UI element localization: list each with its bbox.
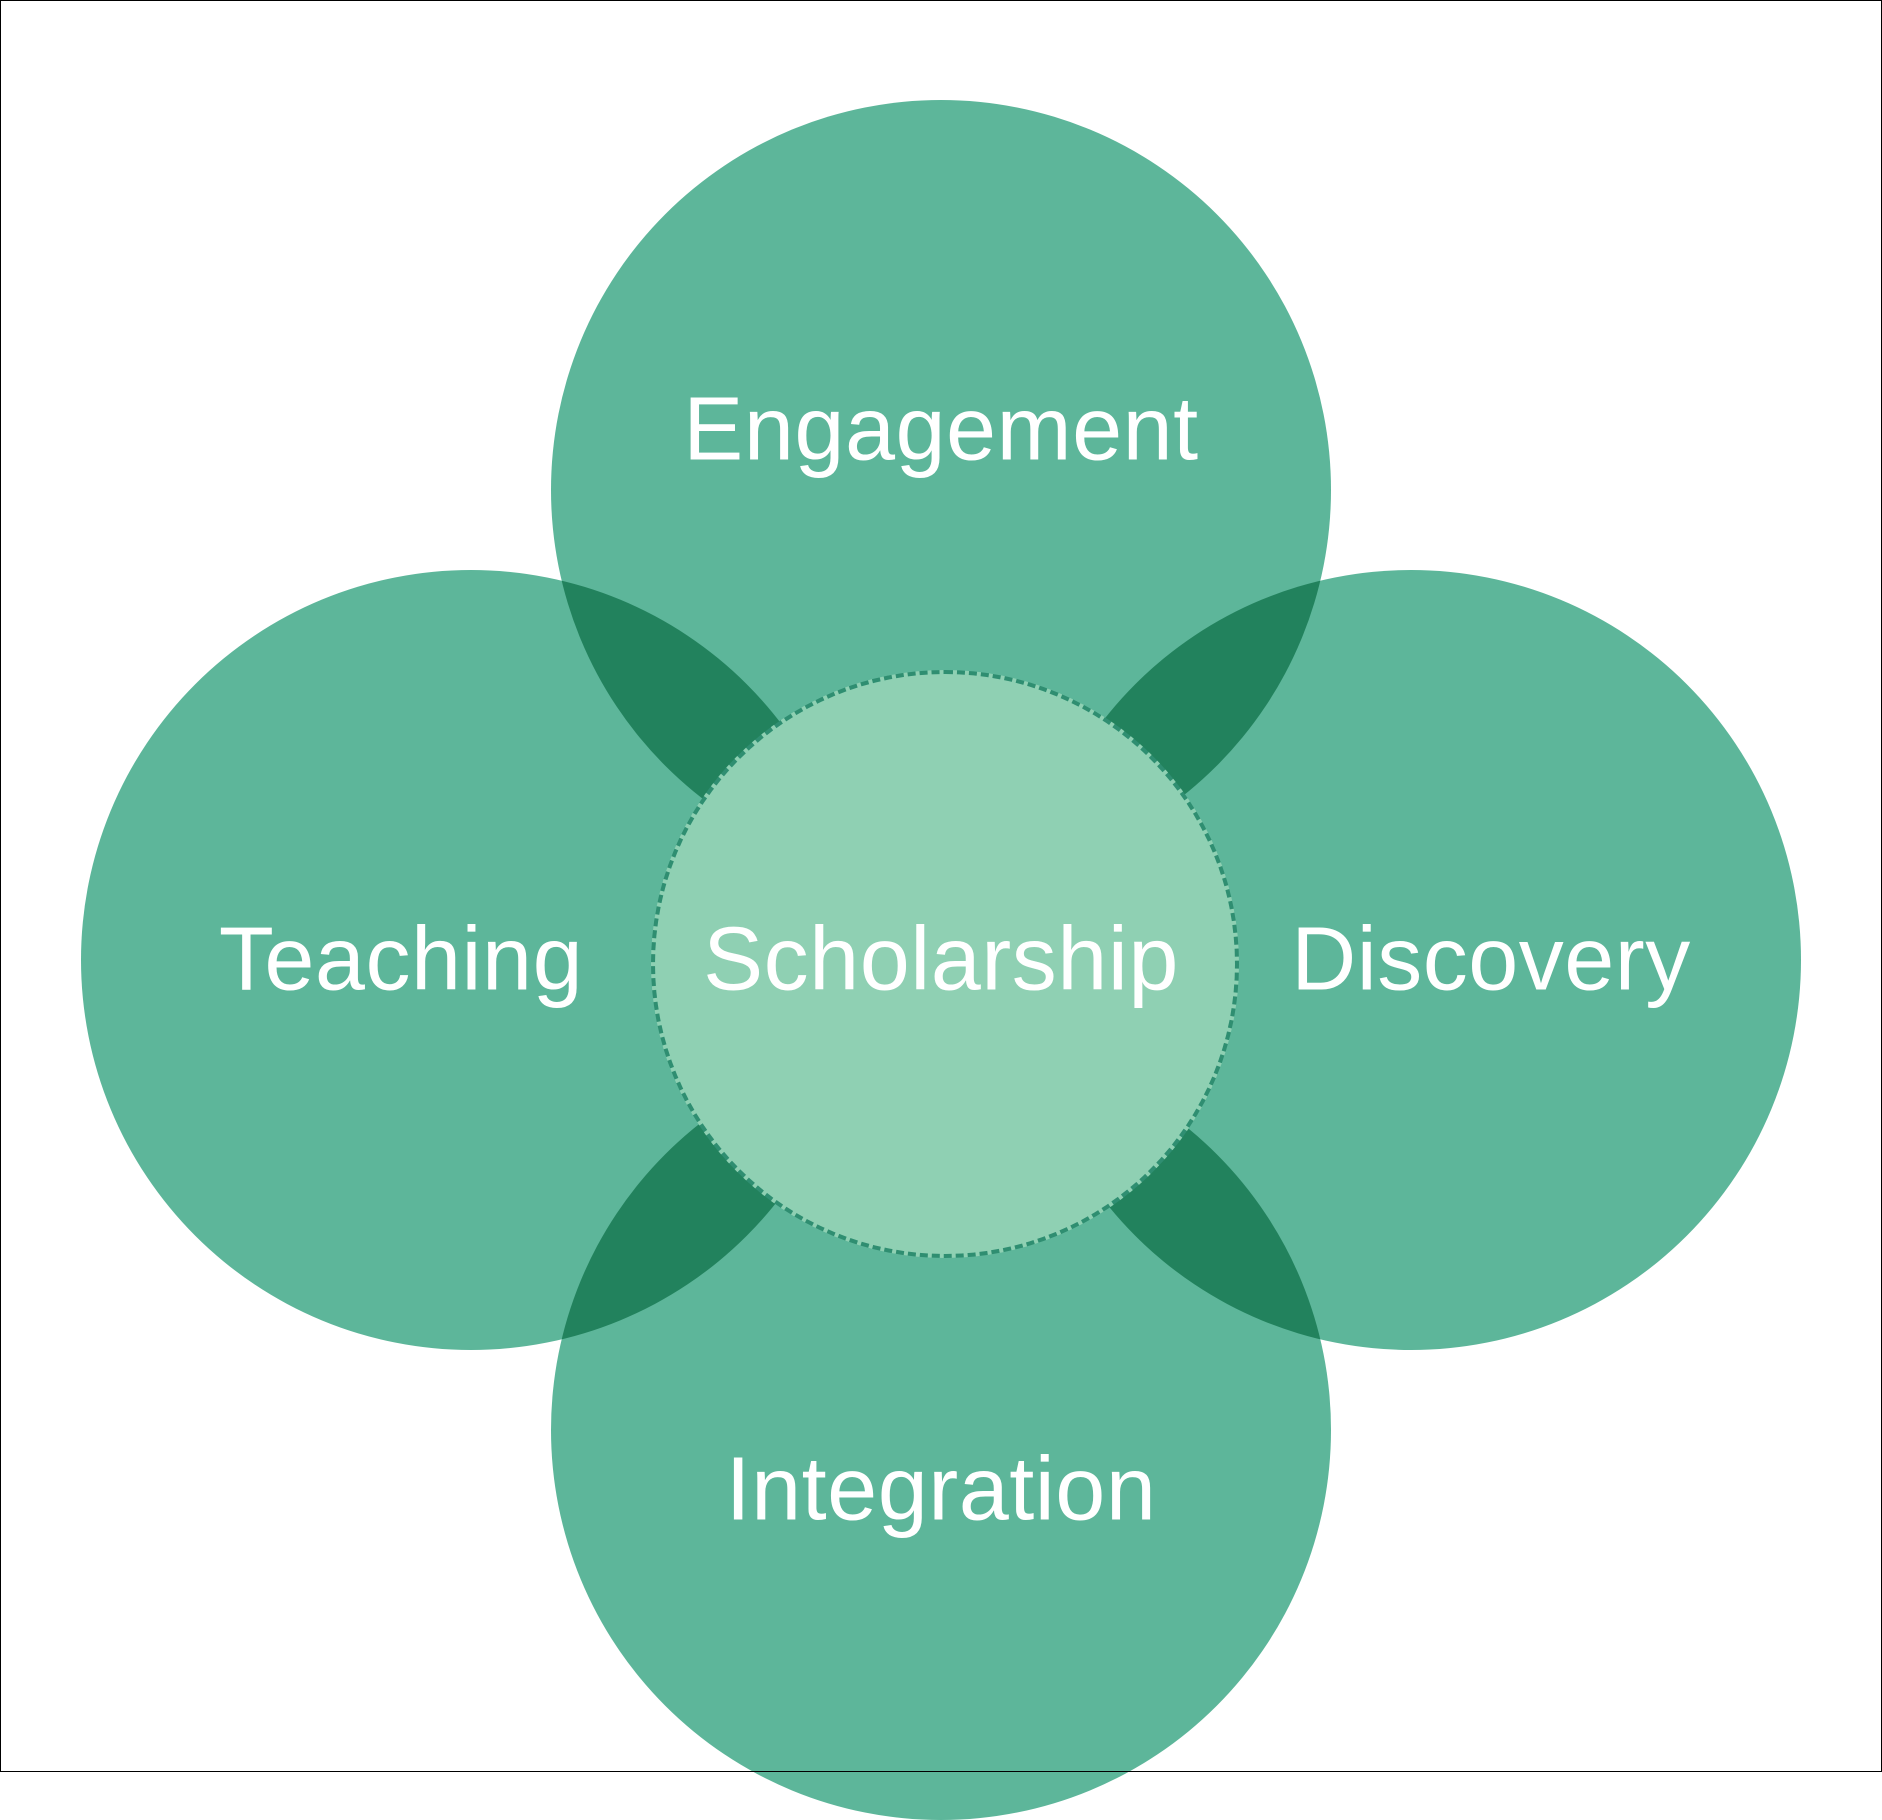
label-top: Engagement	[683, 379, 1198, 482]
venn-diagram-stage: Engagement Teaching Discovery Integratio…	[0, 0, 1882, 1772]
label-bottom: Integration	[726, 1439, 1157, 1542]
label-left: Teaching	[219, 909, 583, 1012]
label-right: Discovery	[1291, 909, 1691, 1012]
label-center: Scholarship	[703, 909, 1179, 1012]
